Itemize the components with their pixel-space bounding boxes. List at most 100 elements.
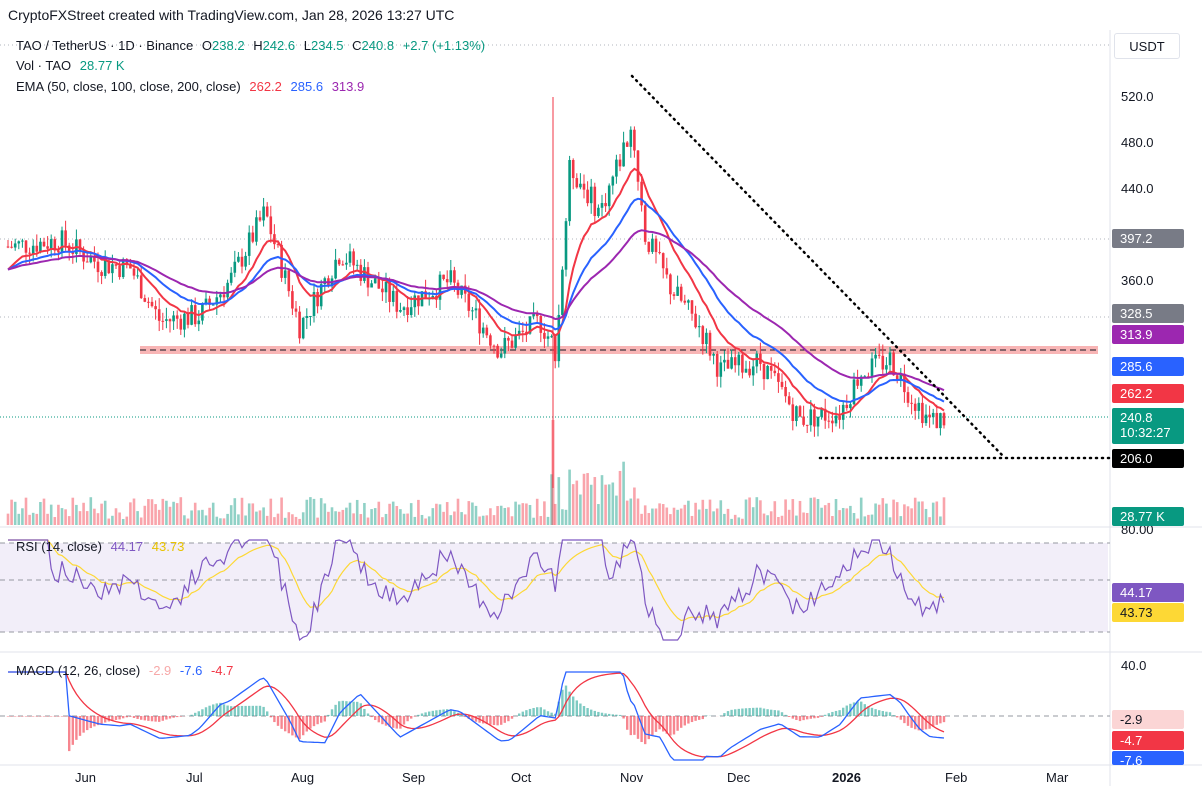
- volume-legend[interactable]: Vol · TAO 28.77 K: [16, 58, 130, 73]
- macd-hist-bar: [136, 716, 139, 719]
- macd-hist-bar: [118, 716, 121, 720]
- volume-bar: [103, 500, 107, 525]
- volume-bar: [276, 513, 280, 525]
- volume-bar: [485, 515, 489, 525]
- candle-body: [521, 330, 525, 332]
- macd-hist-bar: [579, 703, 582, 716]
- candle-body: [348, 251, 352, 263]
- macd-legend[interactable]: MACD (12, 26, close) -2.9 -7.6 -4.7: [16, 663, 238, 678]
- rsi-legend[interactable]: RSI (14, close) 44.17 43.73: [16, 539, 189, 554]
- macd-hist-bar: [154, 716, 157, 722]
- macd-hist-bar: [690, 716, 694, 723]
- candle-body: [438, 274, 442, 300]
- macd-hist-bar: [903, 716, 906, 724]
- macd-hist-bar: [586, 708, 589, 716]
- volume-bar: [201, 509, 204, 525]
- currency-button[interactable]: USDT: [1114, 33, 1180, 59]
- volume-bar: [838, 510, 841, 525]
- ema-legend[interactable]: EMA (50, close, 100, close, 200, close) …: [16, 79, 369, 94]
- volume-bar: [179, 497, 183, 525]
- volume-bar: [845, 508, 849, 525]
- volume-bar: [903, 504, 906, 525]
- candle-body: [856, 379, 859, 386]
- candle-body: [870, 358, 874, 377]
- candle-body: [841, 404, 845, 420]
- volume-bar: [71, 497, 75, 525]
- macd-signal-badge: -4.7: [1112, 731, 1184, 750]
- volume-bar: [384, 513, 388, 525]
- volume-bar: [888, 517, 892, 525]
- macd-hist-bar: [834, 710, 838, 716]
- macd-hist-bar: [323, 716, 326, 722]
- candle-body: [96, 261, 100, 273]
- candle-body: [510, 340, 514, 348]
- candle-body: [838, 415, 841, 420]
- volume-bar: [895, 502, 899, 525]
- volume-bar: [762, 513, 766, 525]
- macd-hist-bar: [197, 711, 200, 716]
- symbol-name: TAO / TetherUS · 1D · Binance: [16, 38, 194, 53]
- candle-body: [35, 245, 39, 252]
- volume-bar: [35, 513, 39, 525]
- macd-hist-bar: [78, 716, 82, 736]
- volume-bar: [287, 512, 291, 525]
- macd-hist-bar: [345, 701, 348, 716]
- macd-hist-bar: [302, 716, 305, 736]
- candle-body: [849, 404, 852, 409]
- macd-hist-bar: [204, 707, 208, 716]
- candle-body: [647, 241, 651, 252]
- macd-hist-bar: [334, 704, 337, 716]
- volume-bar: [31, 512, 35, 525]
- candle-body: [208, 298, 211, 305]
- macd-hist-bar: [248, 705, 251, 716]
- volume-bar: [643, 505, 647, 525]
- symbol-legend[interactable]: TAO / TetherUS · 1D · Binance O238.2 H24…: [16, 38, 490, 53]
- volume-bar: [226, 513, 229, 525]
- macd-hist-bar: [694, 716, 697, 721]
- volume-bar: [399, 509, 402, 525]
- macd-hist-bar: [723, 713, 726, 716]
- macd-hist-bar: [320, 716, 323, 723]
- macd-hist-bar: [348, 701, 352, 716]
- volume-bar: [532, 517, 535, 525]
- volume-bar: [809, 497, 813, 525]
- macd-hist-bar: [644, 716, 647, 745]
- ohlc-close: C240.8: [352, 38, 395, 53]
- macd-hist-bar: [460, 714, 463, 716]
- macd-hist-bar: [640, 716, 643, 743]
- candle-body: [496, 345, 499, 358]
- candle-body: [111, 264, 114, 274]
- volume-bar: [283, 517, 287, 525]
- volume-bar: [6, 513, 10, 525]
- macd-hist-bar: [384, 716, 388, 726]
- candle-body: [625, 142, 629, 147]
- candle-body: [93, 256, 96, 262]
- macd-hist-bar: [489, 716, 492, 725]
- candle-body: [165, 319, 168, 321]
- volume-bar: [427, 516, 431, 525]
- volume-bar: [924, 508, 928, 525]
- macd-hist-bar: [158, 716, 161, 722]
- volume-bar: [654, 508, 658, 525]
- candle-body: [136, 275, 139, 277]
- volume-bar: [683, 504, 687, 525]
- volume-bar: [550, 474, 553, 525]
- ema200-value: 313.9: [331, 79, 365, 94]
- volume-bar: [543, 501, 546, 525]
- macd-hist-bar: [104, 716, 107, 723]
- candle-body: [532, 313, 535, 317]
- macd-hist-bar: [762, 708, 766, 716]
- volume-value: 28.77 K: [79, 58, 125, 73]
- candle-body: [190, 305, 193, 325]
- ema100-badge: 285.6: [1112, 357, 1184, 376]
- volume-bar: [136, 511, 139, 525]
- candle-body: [744, 368, 748, 373]
- macd-hist-bar: [924, 716, 928, 730]
- candle-body: [294, 308, 298, 312]
- macd-hist-value: -2.9: [148, 663, 172, 678]
- volume-bar: [262, 507, 265, 525]
- candle-body: [791, 404, 795, 422]
- volume-bar: [525, 503, 528, 525]
- volume-bar: [507, 507, 510, 525]
